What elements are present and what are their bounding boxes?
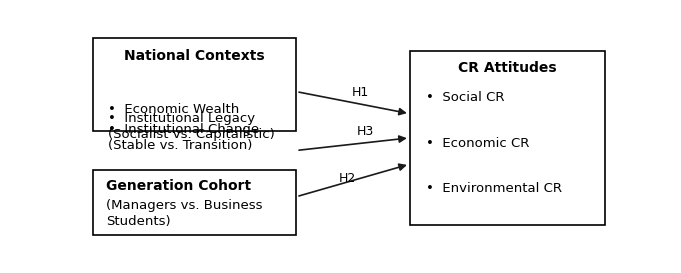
- Text: H2: H2: [338, 171, 355, 185]
- Text: Generation Cohort: Generation Cohort: [106, 179, 251, 193]
- FancyBboxPatch shape: [93, 38, 296, 130]
- Text: •  Environmental CR: • Environmental CR: [426, 182, 562, 195]
- Text: •  Social CR: • Social CR: [426, 91, 504, 104]
- Text: •  Institutional Legacy
(Socialist vs. Capitalistic): • Institutional Legacy (Socialist vs. Ca…: [108, 112, 274, 141]
- FancyBboxPatch shape: [93, 170, 296, 235]
- Text: •  Economic CR: • Economic CR: [426, 136, 529, 150]
- Text: •  Economic Wealth: • Economic Wealth: [108, 103, 239, 116]
- Text: •  Institutional Change
(Stable vs. Transition): • Institutional Change (Stable vs. Trans…: [108, 123, 259, 152]
- Text: H1: H1: [351, 86, 369, 99]
- Text: (Managers vs. Business
Students): (Managers vs. Business Students): [106, 199, 263, 228]
- Text: H3: H3: [357, 125, 374, 138]
- Text: CR Attitudes: CR Attitudes: [458, 61, 556, 75]
- FancyBboxPatch shape: [410, 51, 605, 225]
- Text: National Contexts: National Contexts: [125, 49, 265, 63]
